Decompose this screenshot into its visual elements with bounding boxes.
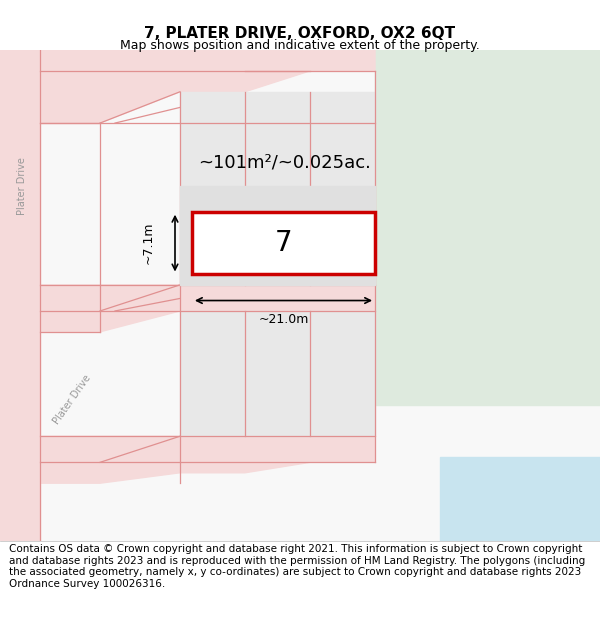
Text: ~7.1m: ~7.1m [142, 222, 155, 264]
Polygon shape [180, 92, 375, 285]
Text: ~101m²/~0.025ac.: ~101m²/~0.025ac. [199, 154, 371, 172]
Polygon shape [40, 50, 375, 123]
Polygon shape [0, 50, 600, 546]
Text: Contains OS data © Crown copyright and database right 2021. This information is : Contains OS data © Crown copyright and d… [9, 544, 585, 589]
Bar [192, 212, 375, 274]
Text: Map shows position and indicative extent of the property.: Map shows position and indicative extent… [120, 39, 480, 52]
Text: ~21.0m: ~21.0m [259, 313, 308, 326]
Text: Plater Drive: Plater Drive [17, 157, 27, 214]
Polygon shape [180, 311, 375, 436]
Polygon shape [180, 186, 375, 285]
Text: 7: 7 [275, 229, 292, 257]
Polygon shape [40, 285, 375, 332]
Polygon shape [375, 50, 600, 405]
Polygon shape [40, 436, 375, 483]
Text: Plater Drive: Plater Drive [52, 373, 92, 426]
Text: 7, PLATER DRIVE, OXFORD, OX2 6QT: 7, PLATER DRIVE, OXFORD, OX2 6QT [145, 26, 455, 41]
Polygon shape [440, 457, 600, 546]
Polygon shape [0, 50, 40, 546]
